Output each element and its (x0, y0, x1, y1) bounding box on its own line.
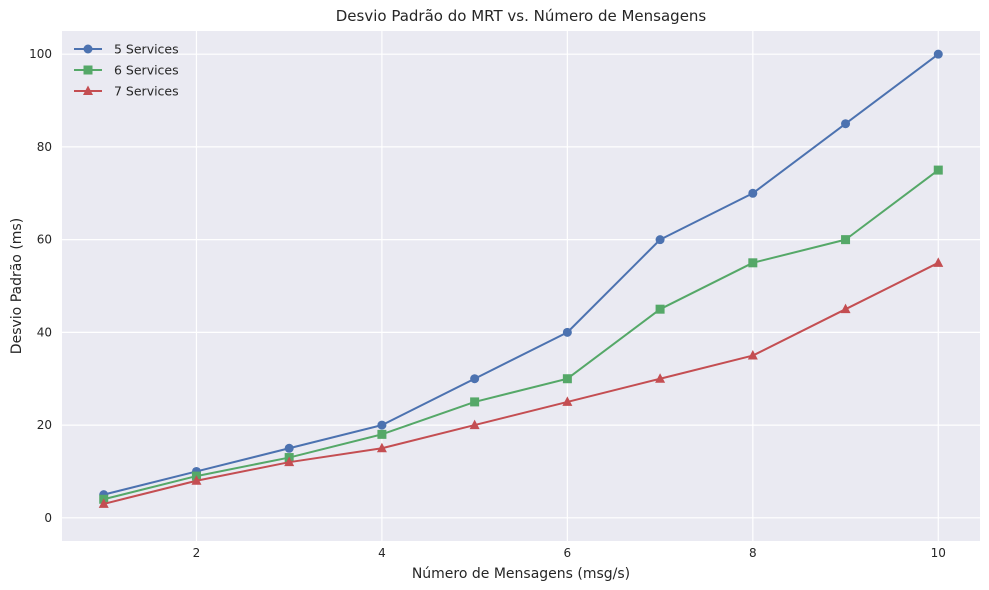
x-axis-label: Número de Mensagens (msg/s) (412, 566, 630, 582)
series-3 (98, 257, 944, 508)
data-point (933, 49, 943, 59)
grid-lines (62, 31, 980, 541)
series-line (103, 169, 939, 501)
data-point (284, 456, 295, 467)
data-point (933, 257, 944, 267)
x-tick-label: 8 (749, 546, 757, 560)
y-tick-label: 80 (37, 140, 52, 154)
y-tick-label: 100 (29, 47, 52, 61)
x-tick-label: 4 (378, 546, 386, 560)
legend-label: 7 Services (114, 84, 179, 99)
series-line (103, 261, 939, 505)
data-point (747, 350, 758, 360)
y-tick-label: 20 (37, 418, 52, 432)
legend-item: 5 Services (74, 42, 179, 57)
data-point (655, 304, 665, 314)
data-point (655, 373, 666, 383)
x-tick-label: 10 (931, 546, 946, 560)
data-point (377, 420, 387, 430)
legend: 5 Services 6 Services 7 Services (74, 42, 179, 99)
data-point (655, 235, 665, 245)
plot-area (62, 31, 980, 541)
data-point (562, 396, 573, 406)
series-line (103, 53, 939, 496)
data-point (748, 258, 758, 268)
data-point (562, 374, 572, 384)
x-tick-label: 6 (564, 546, 572, 560)
y-tick-label: 40 (37, 325, 52, 339)
legend-label: 5 Services (114, 42, 179, 57)
data-point (933, 165, 943, 175)
data-point (470, 374, 480, 384)
x-tick-label: 2 (193, 546, 201, 560)
data-point (284, 443, 294, 453)
data-point (748, 188, 758, 198)
legend-item: 7 Services (74, 84, 179, 99)
chart-title: Desvio Padrão do MRT vs. Número de Mensa… (336, 7, 707, 25)
data-point (469, 419, 480, 430)
data-point (562, 327, 572, 337)
y-axis-ticks: 0 20 40 60 80 100 (29, 47, 52, 525)
data-point (841, 119, 851, 129)
y-axis-label: Desvio Padrão (ms) (9, 218, 25, 354)
data-point (98, 498, 109, 508)
y-tick-label: 0 (44, 511, 52, 525)
data-point (840, 303, 851, 314)
x-axis-ticks: 2 4 6 8 10 (193, 546, 946, 560)
legend-marker (83, 85, 93, 95)
legend-label: 6 Services (114, 63, 179, 78)
legend-marker (83, 65, 93, 75)
data-point (191, 475, 202, 485)
legend-item: 6 Services (74, 63, 179, 78)
data-point (377, 429, 387, 439)
series-group (98, 49, 944, 508)
data-point (470, 397, 480, 407)
legend-marker (83, 44, 93, 54)
y-tick-label: 60 (37, 233, 52, 247)
data-point (376, 442, 387, 453)
data-point (841, 235, 851, 245)
